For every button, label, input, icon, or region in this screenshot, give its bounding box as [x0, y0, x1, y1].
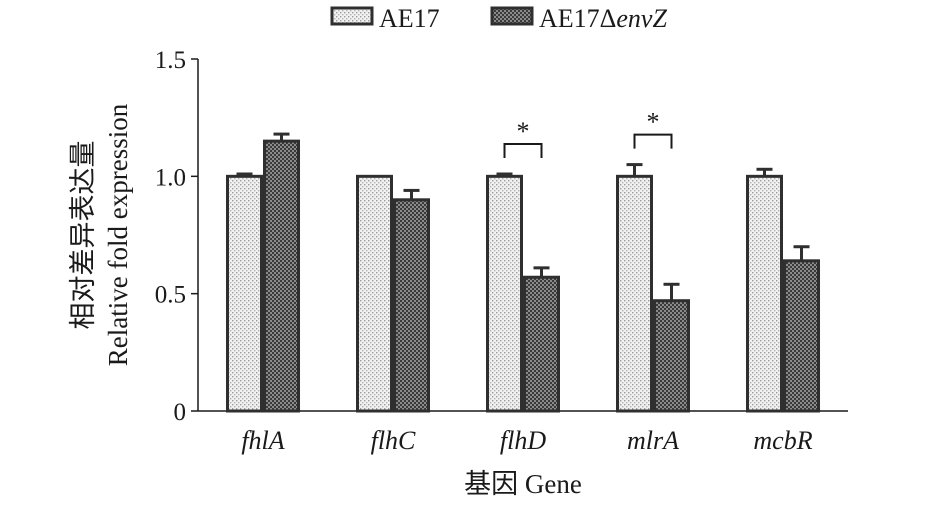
category-label: flhC: [371, 426, 416, 455]
significance-bracket: [633, 133, 673, 149]
legend-label-prefix: AE17Δ: [539, 4, 616, 33]
category-label: fhlA: [241, 426, 284, 455]
bar-ae17: [746, 174, 783, 413]
plot-area: 0 0.5 1.0 1.5 fhlA flhC flhD * mlrA * mcbR: [155, 47, 848, 455]
significance-star: *: [647, 108, 660, 137]
category-label: mcbR: [753, 426, 812, 455]
bar-ae17-envz: [523, 275, 560, 413]
x-axis-label: 基因 Gene: [464, 469, 582, 499]
category-label: mlrA: [627, 426, 679, 455]
y-tick-label: 1.0: [155, 164, 186, 191]
bar-ae17: [616, 174, 653, 413]
y-tick-label: 1.5: [155, 47, 186, 74]
bar-ae17: [486, 174, 523, 413]
y-tick-label: 0: [174, 399, 187, 426]
legend-label-ae17: AE17: [379, 4, 440, 33]
legend: AE17 AE17ΔenvZ: [330, 4, 667, 33]
category-label: flhD: [500, 426, 546, 455]
significance-star: *: [517, 117, 530, 146]
bar-ae17: [356, 174, 393, 413]
bar-ae17-envz: [653, 299, 690, 413]
y-tick-label: 0.5: [155, 282, 186, 309]
legend-label-italic: envZ: [616, 4, 667, 33]
legend-label-ae17-envz: AE17ΔenvZ: [539, 4, 667, 33]
bar-ae17-envz: [393, 198, 430, 413]
legend-swatch-ae17-envz: [490, 6, 534, 26]
bar-ae17: [226, 174, 263, 413]
significance-bracket: [503, 142, 543, 158]
y-axis-label-en: Relative fold expression: [103, 103, 133, 366]
y-axis-label-cn: 相对差异表达量: [68, 141, 98, 330]
legend-swatch-ae17: [330, 6, 374, 26]
bar-ae17-envz: [263, 139, 300, 413]
bar-ae17-envz: [783, 259, 820, 413]
legend-label-prefix: AE17: [379, 4, 440, 33]
